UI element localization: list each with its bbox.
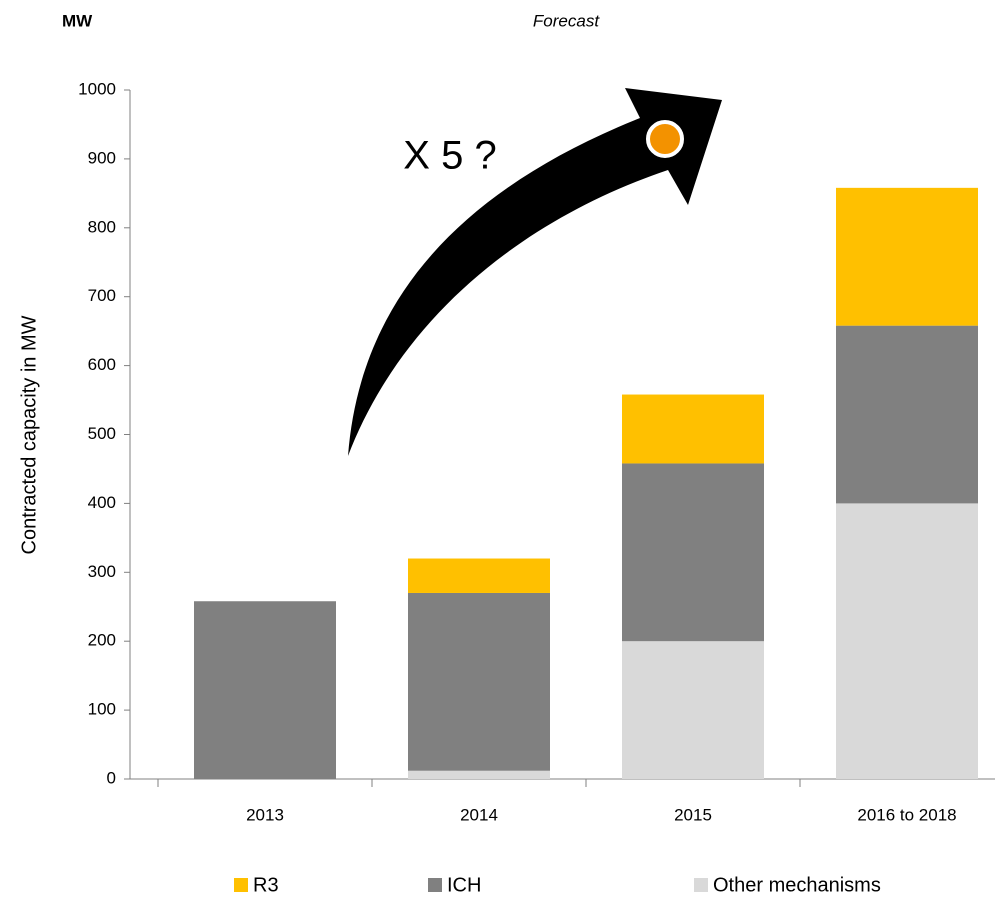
bar-segment xyxy=(408,592,550,771)
y-tick-label: 100 xyxy=(88,700,116,719)
x-tick-label: 2013 xyxy=(246,805,284,824)
bar-segment xyxy=(836,325,978,504)
growth-arrow xyxy=(348,88,722,456)
legend-swatch xyxy=(234,878,248,892)
legend-label: Other mechanisms xyxy=(713,874,881,896)
bar-segment xyxy=(194,601,336,779)
x-tick-label: 2016 to 2018 xyxy=(857,805,956,824)
bar-segment xyxy=(836,187,978,326)
y-tick-label: 300 xyxy=(88,562,116,581)
x-tick-label: 2014 xyxy=(460,805,498,824)
y-tick-label: 700 xyxy=(88,286,116,305)
x-tick-label: 2015 xyxy=(674,805,712,824)
annotation: X 5 ? xyxy=(403,134,496,178)
unit-label: MW xyxy=(62,11,93,30)
y-tick-label: 900 xyxy=(88,148,116,167)
legend-swatch xyxy=(428,878,442,892)
y-tick-label: 600 xyxy=(88,355,116,374)
bar-segment xyxy=(622,641,764,779)
legend-label: R3 xyxy=(253,874,279,896)
forecast-label: Forecast xyxy=(533,11,600,30)
bar-segment xyxy=(408,558,550,593)
y-tick-label: 500 xyxy=(88,424,116,443)
bar-segment xyxy=(408,770,550,779)
y-tick-label: 0 xyxy=(107,768,116,787)
legend-swatch xyxy=(694,878,708,892)
y-axis-label: Contracted capacity in MW xyxy=(18,315,40,554)
marker-dot xyxy=(646,120,684,158)
legend-label: ICH xyxy=(447,874,481,896)
bar-segment xyxy=(622,463,764,642)
bar-segment xyxy=(836,503,978,779)
bar-segment xyxy=(622,394,764,464)
y-tick-label: 200 xyxy=(88,631,116,650)
y-tick-label: 800 xyxy=(88,217,116,236)
y-tick-label: 1000 xyxy=(78,79,116,98)
y-tick-label: 400 xyxy=(88,493,116,512)
